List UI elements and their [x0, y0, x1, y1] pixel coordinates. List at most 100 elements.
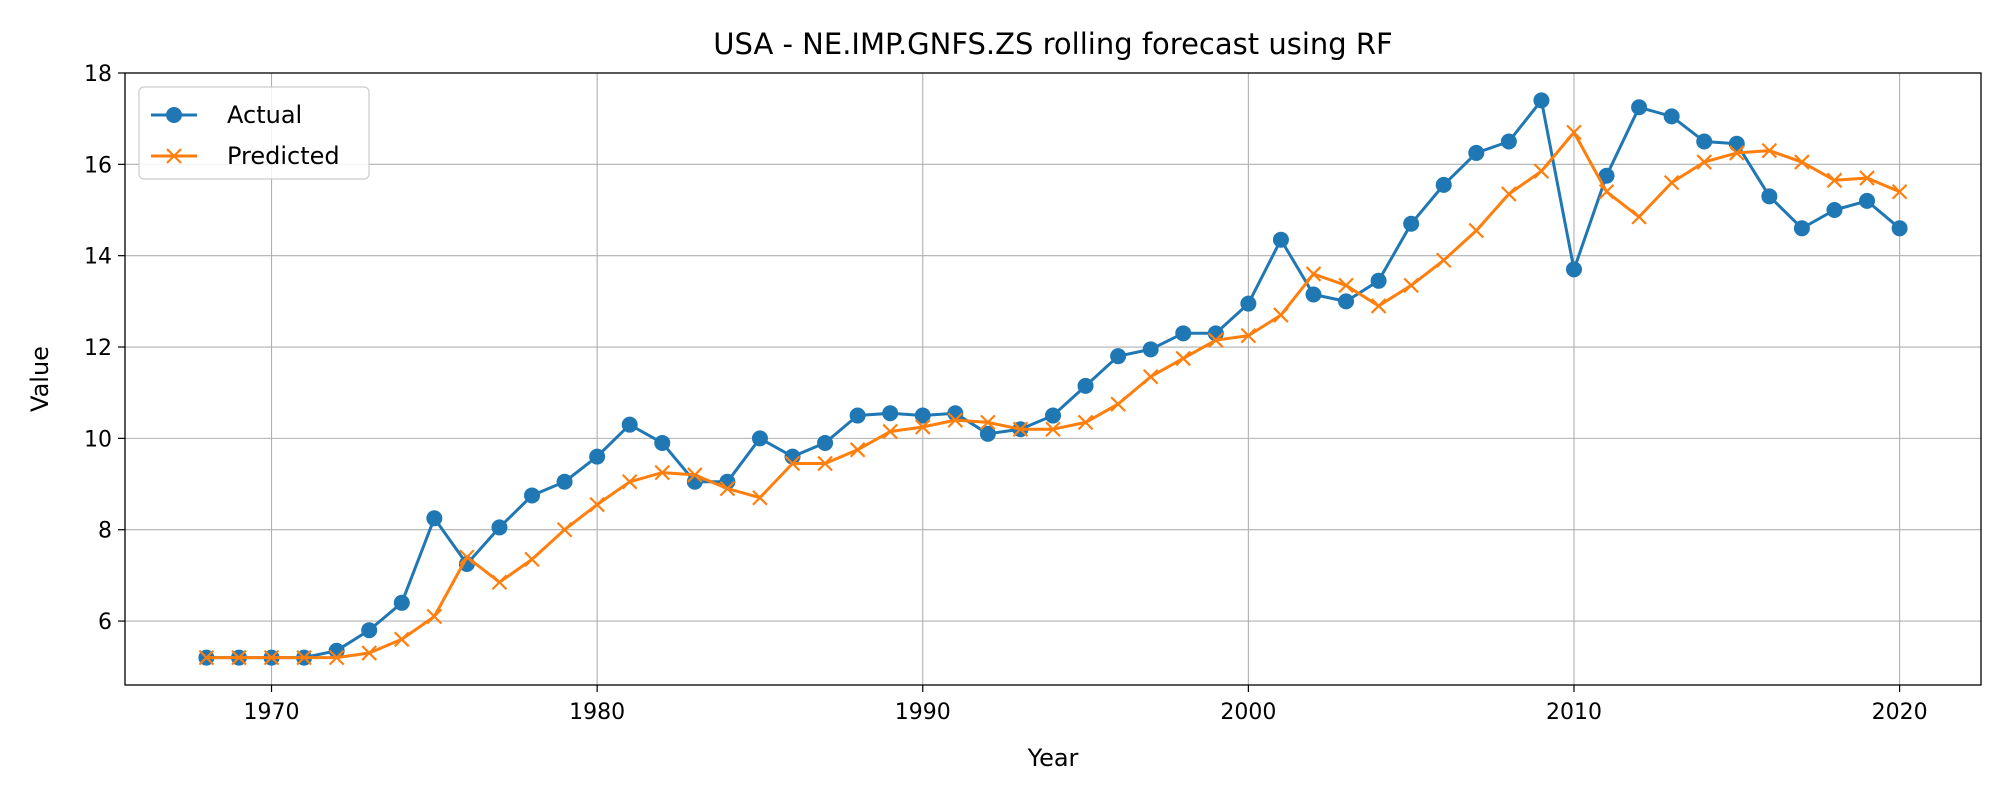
x-tick-label: 2000 — [1220, 700, 1276, 725]
data-point-predicted — [1273, 307, 1289, 323]
data-point-actual — [1891, 220, 1908, 237]
data-point-predicted — [231, 649, 247, 666]
legend-label-actual: Actual — [227, 101, 302, 129]
data-point-actual — [817, 434, 834, 451]
data-point-predicted — [328, 649, 345, 666]
x-axis-label: Year — [1027, 744, 1079, 772]
data-point-actual — [1338, 293, 1355, 310]
data-point-predicted — [1501, 186, 1517, 202]
data-point-predicted — [1240, 327, 1257, 344]
data-point-actual — [914, 407, 931, 424]
plot-frame — [124, 72, 1982, 686]
y-axis-label: Value — [26, 346, 54, 412]
x-tick-label: 1980 — [569, 700, 625, 725]
data-point-predicted — [1468, 222, 1485, 239]
data-point-predicted — [198, 649, 215, 666]
data-point-predicted — [1370, 298, 1387, 314]
data-point-actual — [491, 519, 508, 536]
chart-title: USA - NE.IMP.GNFS.ZS rolling forecast us… — [713, 27, 1392, 61]
data-point-actual — [1045, 407, 1061, 424]
data-point-predicted — [426, 608, 443, 625]
data-point-actual — [1793, 220, 1810, 237]
data-point-actual — [556, 473, 573, 490]
data-point-actual — [1142, 341, 1159, 358]
axis-ticks: 1970 1980 1990 2000 2010 2020 6 8 10 12 14 16 18 — [84, 62, 1928, 725]
data-point-predicted — [1403, 277, 1419, 294]
data-point-predicted — [1435, 252, 1452, 269]
data-point-predicted — [296, 649, 312, 666]
data-point-predicted — [1566, 124, 1582, 141]
data-point-predicted — [1729, 145, 1745, 161]
data-point-actual — [1826, 202, 1843, 219]
data-point-predicted — [1305, 266, 1322, 282]
data-point-predicted — [1891, 183, 1908, 200]
x-tick-label: 1990 — [895, 700, 951, 725]
data-point-predicted — [1338, 277, 1354, 294]
y-tick-label: 18 — [84, 62, 112, 87]
data-point-actual — [393, 594, 410, 611]
data-point-predicted — [263, 649, 280, 666]
series-predicted — [198, 124, 1908, 666]
data-point-actual — [882, 405, 899, 422]
y-tick-label: 10 — [84, 427, 112, 452]
data-point-actual — [1305, 286, 1322, 303]
data-point-actual — [1468, 144, 1485, 161]
x-tick-label: 1970 — [244, 700, 300, 725]
data-point-predicted — [1631, 209, 1647, 225]
data-point-predicted — [784, 455, 801, 472]
data-point-actual — [524, 487, 541, 504]
data-point-predicted — [947, 412, 964, 428]
data-point-predicted — [817, 455, 833, 472]
data-point-actual — [751, 430, 768, 447]
y-tick-label: 14 — [84, 245, 112, 270]
data-point-actual — [979, 425, 996, 442]
y-tick-label: 6 — [98, 610, 112, 635]
data-point-predicted — [1208, 332, 1224, 348]
data-point-actual — [1565, 261, 1582, 278]
data-point-predicted — [1533, 163, 1550, 179]
data-point-predicted — [1663, 174, 1680, 191]
x-tick-label: 2010 — [1546, 700, 1602, 725]
grid-lines — [125, 72, 1981, 685]
data-point-predicted — [459, 549, 475, 565]
data-point-predicted — [752, 489, 768, 506]
data-point-predicted — [1045, 421, 1061, 438]
data-point-predicted — [1794, 154, 1810, 170]
data-point-actual — [426, 510, 443, 527]
data-point-predicted — [621, 473, 638, 490]
data-point-predicted — [1142, 368, 1159, 385]
data-point-actual — [1761, 188, 1778, 205]
data-point-actual — [1077, 377, 1094, 394]
y-tick-label: 16 — [84, 153, 112, 178]
data-point-actual — [1500, 133, 1517, 150]
data-point-predicted — [491, 574, 508, 591]
data-point-predicted — [524, 551, 540, 568]
data-point-predicted — [1826, 172, 1843, 189]
data-point-actual — [1435, 176, 1452, 193]
data-point-actual — [849, 407, 866, 424]
data-point-actual — [621, 416, 638, 433]
data-point-actual — [1533, 92, 1550, 109]
data-point-predicted — [1859, 170, 1875, 186]
data-point-predicted — [687, 467, 703, 483]
data-point-predicted — [914, 419, 931, 435]
series-layer — [198, 92, 1908, 666]
data-point-predicted — [719, 480, 736, 497]
data-point-actual — [1272, 231, 1289, 248]
y-tick-label: 8 — [98, 519, 112, 544]
data-point-actual — [1370, 272, 1387, 289]
data-point-actual — [1663, 108, 1680, 125]
legend-marker-actual — [166, 107, 182, 123]
data-point-actual — [1859, 192, 1876, 209]
data-point-actual — [361, 622, 378, 639]
data-point-predicted — [1761, 142, 1778, 159]
data-point-predicted — [1598, 183, 1615, 200]
data-point-predicted — [1012, 421, 1029, 438]
data-point-predicted — [1077, 414, 1094, 431]
data-point-actual — [1240, 295, 1257, 312]
data-point-predicted — [882, 423, 898, 440]
data-point-predicted — [980, 414, 996, 431]
data-point-actual — [1598, 167, 1615, 184]
data-point-predicted — [654, 464, 671, 481]
